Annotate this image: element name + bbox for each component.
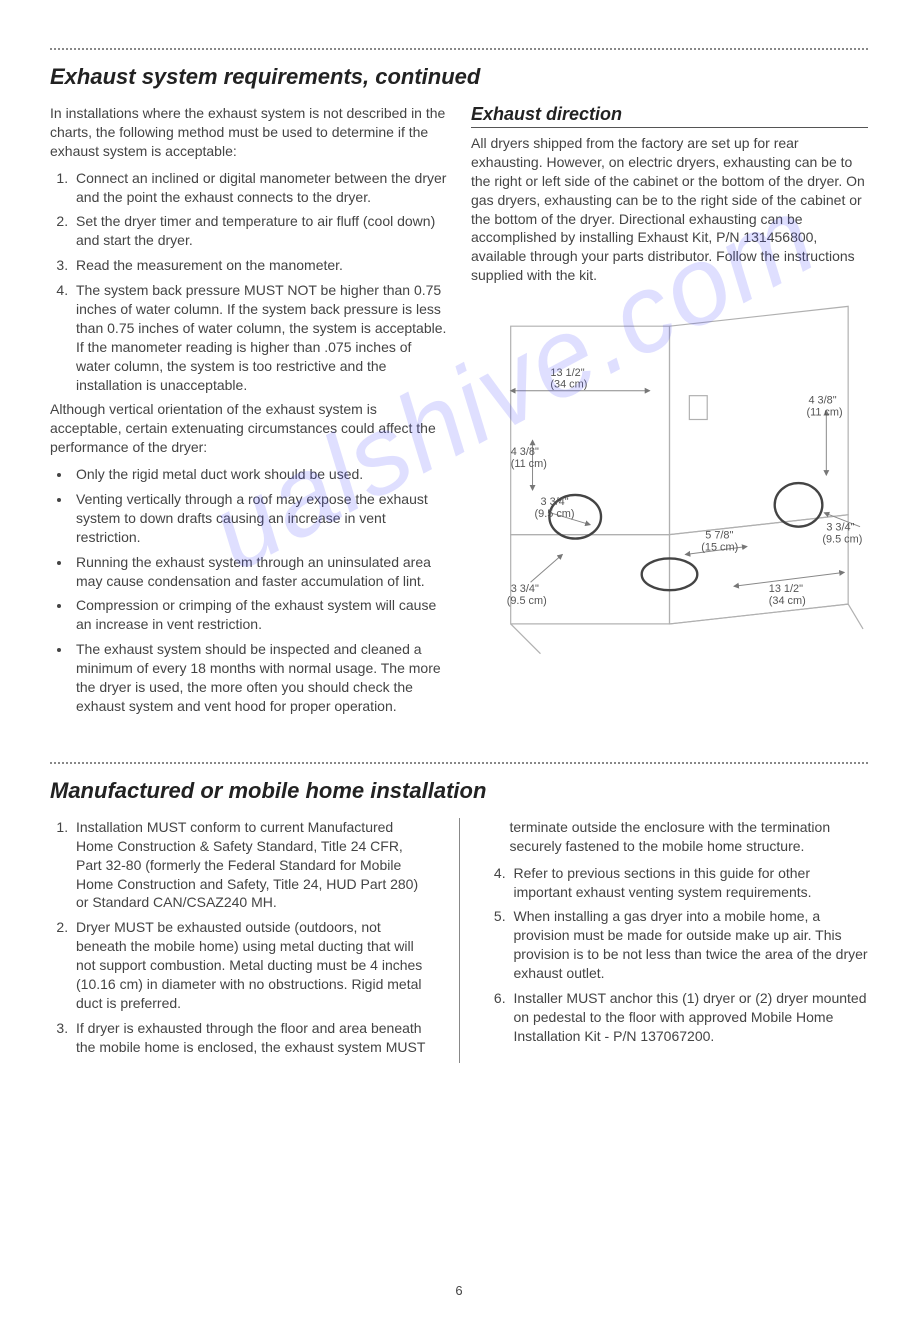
exhaust-diagram: 13 1/2" (34 cm) 4 3/8" (11 cm) 3 3/4" (9… bbox=[471, 295, 868, 675]
mobile-left-list: Installation MUST conform to current Man… bbox=[50, 818, 431, 1057]
exhaust-direction-body: All dryers shipped from the factory are … bbox=[471, 134, 868, 285]
dim-4-38-b: 4 3/8" bbox=[808, 395, 836, 407]
column-divider bbox=[459, 818, 460, 1063]
exhaust-step: Set the dryer timer and temperature to a… bbox=[72, 212, 447, 250]
mobile-item: Installation MUST conform to current Man… bbox=[72, 818, 431, 912]
exhaust-bullet: Compression or crimping of the exhaust s… bbox=[72, 596, 447, 634]
dryer-exhaust-svg: 13 1/2" (34 cm) 4 3/8" (11 cm) 3 3/4" (9… bbox=[471, 295, 868, 675]
dim-11cm-b: (11 cm) bbox=[806, 407, 842, 419]
exhaust-bullet: The exhaust system should be inspected a… bbox=[72, 640, 447, 716]
vertical-intro: Although vertical orientation of the exh… bbox=[50, 400, 447, 457]
exhaust-steps: Connect an inclined or digital manometer… bbox=[50, 169, 447, 395]
dim-13-12-b: 13 1/2" bbox=[769, 583, 803, 595]
mobile-item: Installer MUST anchor this (1) dryer or … bbox=[510, 989, 869, 1046]
mobile-item: Refer to previous sections in this guide… bbox=[510, 864, 869, 902]
dim-3-34-b: 3 3/4" bbox=[511, 583, 539, 595]
mobile-columns: Installation MUST conform to current Man… bbox=[50, 818, 868, 1063]
exhaust-step: Read the measurement on the manometer. bbox=[72, 256, 447, 275]
exhaust-step: The system back pressure MUST NOT be hig… bbox=[72, 281, 447, 394]
exhaust-intro: In installations where the exhaust syste… bbox=[50, 104, 447, 161]
mobile-right-list: Refer to previous sections in this guide… bbox=[488, 864, 869, 1046]
exhaust-left-column: In installations where the exhaust syste… bbox=[50, 104, 447, 722]
exhaust-right-column: Exhaust direction All dryers shipped fro… bbox=[471, 104, 868, 722]
dim-34cm-a: (34 cm) bbox=[550, 379, 587, 391]
dim-34cm-b: (34 cm) bbox=[769, 595, 806, 607]
exhaust-step: Connect an inclined or digital manometer… bbox=[72, 169, 447, 207]
exhaust-bullet: Only the rigid metal duct work should be… bbox=[72, 465, 447, 484]
mid-divider bbox=[50, 762, 868, 764]
dim-11cm-a: (11 cm) bbox=[511, 458, 547, 470]
dim-95cm-a: (9.5 cm) bbox=[535, 508, 575, 520]
dim-95cm-b: (9.5 cm) bbox=[507, 595, 547, 607]
dim-5-78: 5 7/8" bbox=[705, 530, 733, 542]
dim-4-38-a: 4 3/8" bbox=[511, 446, 539, 458]
dim-3-34-c: 3 3/4" bbox=[826, 522, 854, 534]
exhaust-columns: In installations where the exhaust syste… bbox=[50, 104, 868, 722]
exhaust-bullet: Venting vertically through a roof may ex… bbox=[72, 490, 447, 547]
dim-95cm-c: (9.5 cm) bbox=[822, 534, 862, 546]
page-number: 6 bbox=[50, 1283, 868, 1298]
dim-13-12-a: 13 1/2" bbox=[550, 367, 584, 379]
top-divider bbox=[50, 48, 868, 50]
mobile-item: When installing a gas dryer into a mobil… bbox=[510, 907, 869, 983]
mobile-continuation: terminate outside the enclosure with the… bbox=[488, 818, 869, 856]
exhaust-direction-title: Exhaust direction bbox=[471, 104, 868, 128]
dim-15cm: (15 cm) bbox=[701, 542, 738, 554]
mobile-left-column: Installation MUST conform to current Man… bbox=[50, 818, 431, 1063]
mobile-right-column: terminate outside the enclosure with the… bbox=[488, 818, 869, 1063]
dim-3-34-a: 3 3/4" bbox=[540, 496, 568, 508]
mobile-item: If dryer is exhausted through the floor … bbox=[72, 1019, 431, 1057]
exhaust-bullets: Only the rigid metal duct work should be… bbox=[50, 465, 447, 716]
mobile-item: Dryer MUST be exhausted outside (outdoor… bbox=[72, 918, 431, 1012]
exhaust-bullet: Running the exhaust system through an un… bbox=[72, 553, 447, 591]
mobile-title: Manufactured or mobile home installation bbox=[50, 778, 868, 804]
exhaust-title: Exhaust system requirements, continued bbox=[50, 64, 868, 90]
